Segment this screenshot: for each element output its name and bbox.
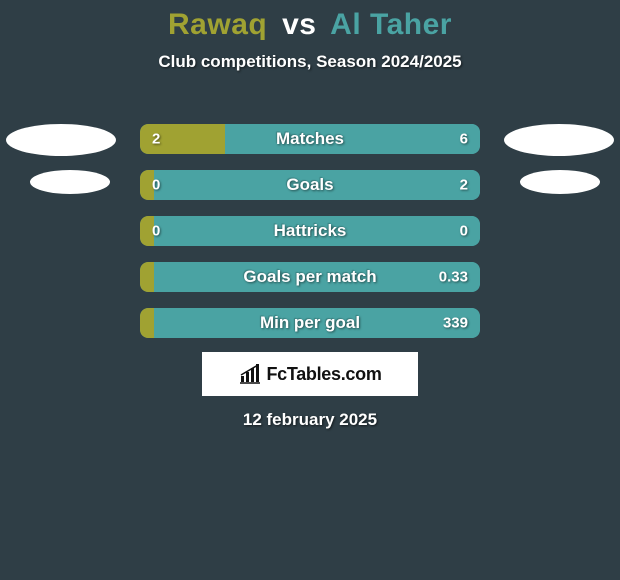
title-vs: vs	[282, 8, 316, 41]
stat-row: Goals per match0.33	[140, 262, 480, 292]
stat-bar-left-fill	[140, 170, 154, 200]
card-title: Rawaq vs Al Taher	[0, 8, 620, 42]
stat-bar-right-fill	[154, 262, 480, 292]
stat-bar-right-fill	[154, 170, 480, 200]
source-logo-text: FcTables.com	[266, 364, 381, 385]
stat-bar-track	[140, 216, 480, 246]
stat-row: Min per goal339	[140, 308, 480, 338]
stat-row: Matches26	[140, 124, 480, 154]
player2-name: Al Taher	[330, 8, 452, 41]
stat-bar-left-fill	[140, 308, 154, 338]
stat-row: Goals02	[140, 170, 480, 200]
stat-bar-left-fill	[140, 124, 225, 154]
comparison-card: Rawaq vs Al Taher Club competitions, Sea…	[0, 0, 620, 580]
player1-name: Rawaq	[168, 8, 267, 41]
team-badge-left	[30, 170, 110, 194]
team-badge-left	[6, 124, 116, 156]
source-logo: FcTables.com	[202, 352, 418, 396]
barchart-icon	[238, 362, 262, 386]
stat-bar-right-fill	[154, 308, 480, 338]
team-badge-right	[520, 170, 600, 194]
card-subtitle: Club competitions, Season 2024/2025	[0, 52, 620, 72]
stat-row: Hattricks00	[140, 216, 480, 246]
team-badge-right	[504, 124, 614, 156]
stat-bar-right-fill	[466, 216, 480, 246]
stat-bar-right-fill	[225, 124, 480, 154]
stat-bar-left-fill	[140, 216, 154, 246]
card-date: 12 february 2025	[0, 410, 620, 430]
stat-bar-left-fill	[140, 262, 154, 292]
